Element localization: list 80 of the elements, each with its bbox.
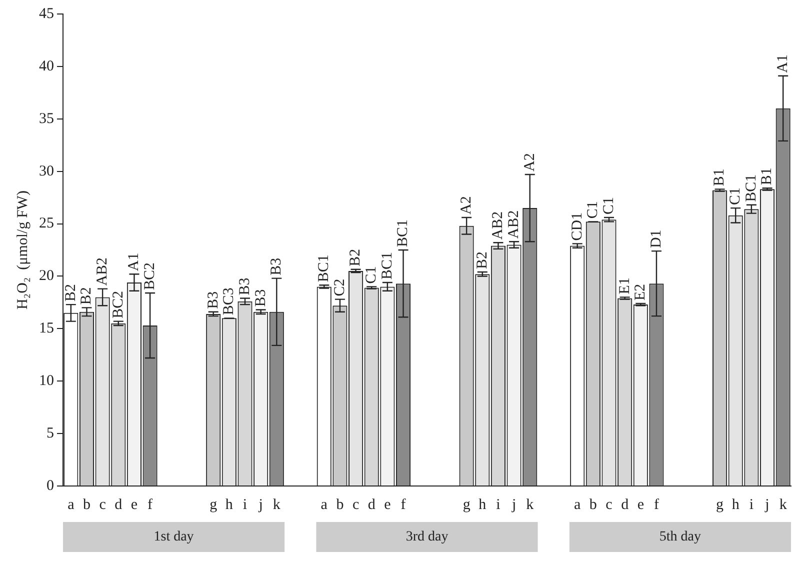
data-label: D1 — [648, 230, 664, 248]
y-tick-label: 20 — [39, 268, 54, 284]
x-tick-label: d — [621, 496, 630, 513]
data-label: BC1 — [316, 254, 332, 282]
data-label: AB2 — [94, 257, 111, 286]
y-tick-label: 40 — [39, 58, 54, 74]
data-label: B2 — [78, 287, 95, 305]
text: 1st day — [154, 530, 194, 545]
x-tick-label: i — [496, 496, 500, 513]
data-label: A2 — [522, 153, 538, 172]
data-label: B3 — [252, 289, 269, 307]
x-tick-label: b — [589, 496, 597, 513]
data-label: B2 — [474, 252, 490, 270]
x-tick-label: f — [654, 496, 659, 513]
data-label: E2 — [632, 284, 649, 300]
data-label: B2 — [348, 248, 364, 266]
data-label: B1 — [712, 168, 728, 186]
x-tick-label: c — [99, 496, 106, 513]
x-tick-label: a — [68, 496, 75, 513]
data-label: C1 — [600, 196, 617, 214]
x-tick-label: k — [779, 496, 788, 513]
x-tick-label: e — [637, 496, 644, 513]
data-label: AB2 — [490, 211, 506, 240]
x-tick-label: d — [114, 496, 123, 513]
x-tick-label: h — [732, 496, 740, 513]
x-tick-label: k — [272, 496, 281, 513]
x-tick-label: e — [130, 496, 138, 513]
x-tick-label: k — [526, 496, 534, 513]
x-tick-label: f — [400, 496, 406, 513]
text: 5th day — [659, 530, 702, 545]
data-label: BC2 — [110, 290, 126, 318]
y-tick-label: 0 — [46, 478, 54, 494]
y-tick-label: 45 — [39, 6, 54, 22]
data-label: B3 — [268, 258, 285, 276]
y-tick-label: 35 — [39, 110, 54, 127]
data-label: BC1 — [743, 174, 760, 202]
x-tick-label: f — [148, 496, 153, 513]
y-axis-title: H₂O₂ (μmol/g FW) — [14, 190, 31, 310]
data-label: CD1 — [569, 212, 586, 241]
data-label: BC1 — [379, 252, 396, 280]
data-label: B1 — [759, 168, 776, 186]
x-tick-label: c — [606, 496, 613, 513]
data-label: BC3 — [221, 288, 238, 316]
x-tick-label: c — [352, 496, 360, 513]
data-label: E1 — [616, 278, 633, 294]
data-label: B2 — [62, 284, 79, 302]
data-label: C2 — [332, 278, 348, 296]
data-label: BC2 — [142, 262, 158, 290]
data-label: B3 — [205, 291, 222, 309]
x-tick-label: j — [764, 496, 770, 513]
data-label: BC1 — [395, 219, 412, 247]
x-tick-label: j — [258, 496, 263, 513]
x-tick-label: h — [225, 496, 234, 513]
x-tick-label: g — [716, 496, 724, 513]
y-tick-label: 15 — [39, 320, 54, 337]
data-label: A2 — [458, 196, 475, 214]
y-tick-label: 25 — [39, 216, 54, 232]
y-tick-label: 10 — [39, 373, 54, 390]
x-tick-label: b — [336, 496, 344, 513]
text: 3rd day — [406, 530, 448, 545]
y-tick-label: 30 — [39, 163, 54, 180]
x-tick-label: a — [320, 496, 328, 513]
x-tick-label: a — [574, 496, 582, 513]
data-label: A1 — [775, 54, 792, 73]
x-tick-label: g — [462, 496, 471, 513]
x-tick-label: i — [242, 496, 248, 513]
data-label: B3 — [236, 278, 253, 296]
data-label: C1 — [728, 188, 744, 206]
x-tick-label: d — [368, 496, 376, 513]
data-label: C1 — [364, 266, 380, 284]
data-label: AB2 — [506, 210, 522, 239]
data-label: C1 — [585, 201, 602, 219]
x-tick-label: b — [82, 496, 90, 513]
x-tick-label: g — [210, 496, 218, 513]
x-tick-label: e — [384, 496, 392, 513]
x-tick-label: j — [510, 496, 516, 513]
y-tick-label: 5 — [46, 425, 54, 442]
data-label: A1 — [126, 252, 142, 272]
x-tick-label: i — [749, 496, 754, 513]
x-tick-label: h — [478, 496, 487, 513]
